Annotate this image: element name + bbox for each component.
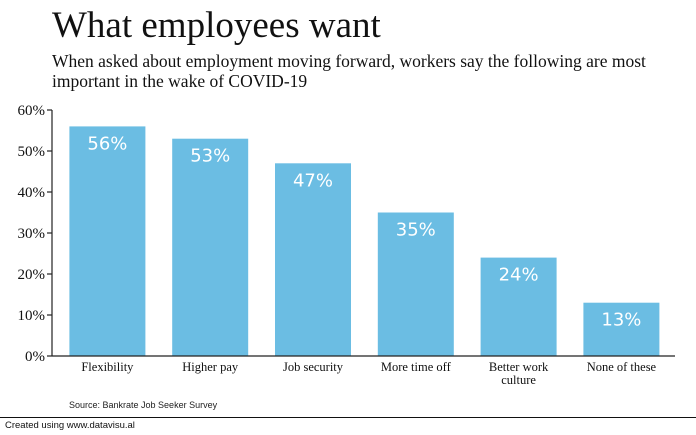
y-tick-label: 10% bbox=[18, 308, 46, 324]
y-tick-label: 30% bbox=[18, 226, 46, 242]
bar bbox=[480, 257, 557, 356]
bar-value-label: 13% bbox=[601, 310, 641, 331]
y-tick-label: 0% bbox=[25, 349, 45, 365]
bar-value-label: 24% bbox=[499, 265, 539, 286]
bar-value-label: 53% bbox=[190, 146, 230, 167]
x-category-label-line: Higher pay bbox=[182, 360, 239, 374]
y-tick-label: 50% bbox=[18, 144, 46, 160]
x-axis: Flexibility Higher pay Job security More ti… bbox=[52, 355, 675, 387]
bar bbox=[377, 212, 454, 356]
x-category-label: More time off bbox=[381, 360, 452, 374]
bar-value-label: 35% bbox=[396, 220, 436, 241]
x-category-label-line: More time off bbox=[381, 360, 452, 374]
x-category-label-line: None of these bbox=[587, 360, 657, 374]
bars: 56% 53% 47% 35% 24% 13% bbox=[69, 126, 660, 357]
bar-value-label: 47% bbox=[293, 170, 333, 191]
y-tick-label: 40% bbox=[18, 185, 46, 201]
y-axis: 0% 10% 20% 30% 40% 50% 60% bbox=[18, 103, 53, 365]
x-category-label-line: Better work bbox=[489, 360, 549, 374]
footer-divider bbox=[0, 417, 696, 418]
chart-subtitle: When asked about employment moving forwa… bbox=[52, 51, 646, 91]
bar bbox=[69, 126, 146, 357]
bar bbox=[275, 163, 351, 356]
source-note: Source: Bankrate Job Seeker Survey bbox=[69, 400, 218, 410]
x-category-label: Higher pay bbox=[182, 360, 239, 374]
x-category-label-line: Flexibility bbox=[81, 360, 134, 374]
bar-chart: 0%10%20%30%40%50%60% 56%53%47%35%24%13% … bbox=[18, 103, 675, 387]
x-category-label: None of these bbox=[587, 360, 657, 374]
x-category-label: Better work culture bbox=[489, 360, 549, 387]
y-tick-label: 60% bbox=[18, 103, 46, 119]
y-tick-label: 20% bbox=[18, 267, 46, 283]
bar-value-label: 56% bbox=[87, 133, 127, 154]
credit-line: Created using www.datavisu.al bbox=[5, 420, 135, 431]
x-category-label: Flexibility bbox=[81, 360, 134, 374]
bar bbox=[583, 302, 660, 356]
x-category-label-line: culture bbox=[501, 373, 536, 387]
chart-title: What employees want bbox=[52, 5, 381, 46]
bar bbox=[172, 138, 249, 356]
x-category-label: Job security bbox=[283, 360, 344, 374]
x-category-label-line: Job security bbox=[283, 360, 344, 374]
